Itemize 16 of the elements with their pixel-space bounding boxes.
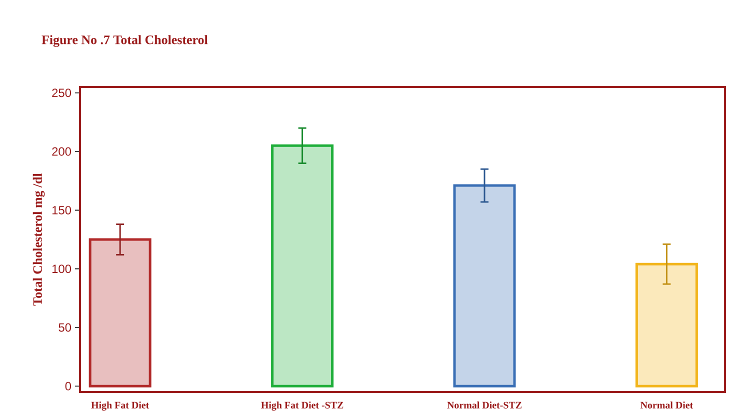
x-tick-label: Normal Diet (640, 401, 694, 409)
y-tick-label: 200 (52, 147, 72, 156)
y-tick-label: 250 (52, 88, 72, 98)
bar (453, 184, 516, 388)
x-tick-label: Normal Diet-STZ (447, 401, 522, 409)
y-tick-label: 0 (65, 382, 72, 390)
y-tick-label: 100 (52, 264, 72, 274)
y-tick-label: 50 (58, 323, 72, 332)
x-tick-label: High Fat Diet (91, 401, 150, 411)
chart-title: Figure No .7 Total Cholesterol (42, 35, 208, 47)
bar (635, 262, 698, 388)
x-tick-label: High Fat Diet -STZ (261, 401, 344, 411)
y-axis-title: Total Cholesterol mg /dl (32, 173, 45, 306)
bar (271, 144, 334, 388)
y-tick-label: 150 (52, 206, 72, 214)
bar (88, 238, 152, 388)
